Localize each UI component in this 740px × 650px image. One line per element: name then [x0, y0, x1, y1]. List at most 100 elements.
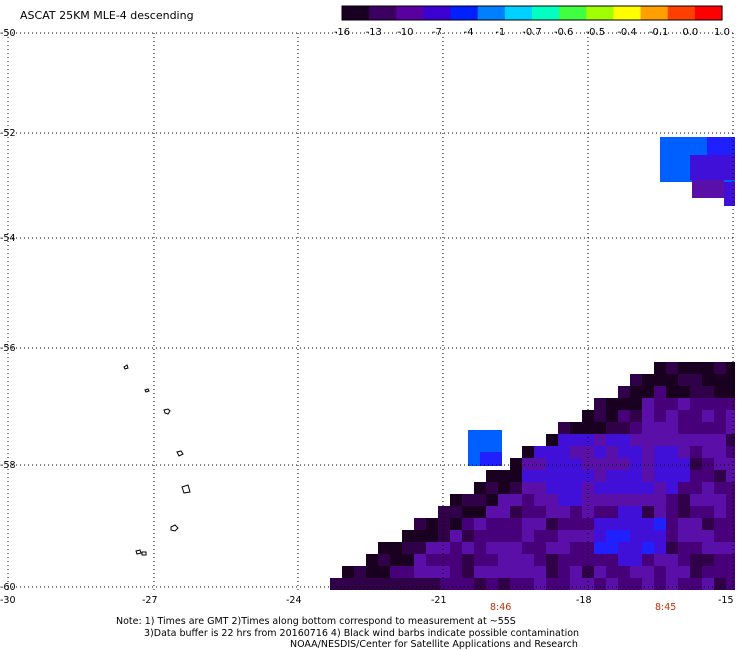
- colorbar-label: -13: [365, 27, 381, 38]
- data-cell: [690, 398, 702, 410]
- data-cell: [654, 398, 666, 410]
- data-cell: [558, 482, 570, 494]
- data-cell: [594, 422, 606, 434]
- data-cell: [666, 386, 678, 398]
- lon-label-30: -30: [0, 595, 16, 606]
- data-cell: [534, 566, 546, 578]
- data-cell: [498, 470, 510, 482]
- data-cell: [570, 494, 582, 506]
- data-cell: [702, 530, 714, 542]
- island-visokoi: [163, 408, 171, 415]
- colorbar-label: -0.5: [586, 27, 606, 38]
- data-cell: [570, 482, 582, 494]
- data-cell: [714, 410, 726, 422]
- data-cell: [666, 446, 678, 458]
- data-cell: [426, 518, 438, 530]
- data-cell: [522, 494, 534, 506]
- data-cell: [690, 434, 702, 446]
- data-cell: [714, 362, 726, 374]
- island-candlemas: [176, 450, 184, 457]
- data-cell: [726, 434, 735, 446]
- data-cell: [678, 362, 690, 374]
- data-cell: [534, 554, 546, 566]
- data-cell: [618, 566, 630, 578]
- data-cell: [546, 554, 558, 566]
- data-cell: [558, 518, 570, 530]
- data-cell: [702, 494, 714, 506]
- data-cell: [450, 530, 462, 542]
- data-cell: [654, 578, 666, 590]
- data-cell: [702, 482, 714, 494]
- data-cell: [690, 578, 702, 590]
- data-cell: [606, 566, 618, 578]
- data-cell: [546, 578, 558, 590]
- data-cell: [606, 434, 618, 446]
- data-cell: [707, 137, 735, 155]
- colorbar-swatch: [396, 6, 425, 20]
- data-cell: [642, 554, 654, 566]
- data-cell: [678, 554, 690, 566]
- data-cell: [558, 530, 570, 542]
- data-cell: [726, 482, 735, 494]
- lat-label-56: -56: [0, 343, 16, 354]
- data-cell: [462, 506, 474, 518]
- data-cell: [594, 458, 606, 470]
- data-cell: [330, 578, 440, 590]
- colorbar-swatch: [586, 6, 615, 20]
- island-zavodovski: [123, 364, 129, 370]
- data-cell: [714, 554, 726, 566]
- data-cell: [714, 494, 726, 506]
- data-cell: [486, 578, 498, 590]
- data-cell: [594, 482, 606, 494]
- data-cell: [522, 446, 534, 458]
- lat-label-50: -50: [0, 28, 16, 39]
- data-cell: [522, 542, 534, 554]
- data-cell: [678, 398, 690, 410]
- data-cell: [582, 506, 594, 518]
- data-cell: [558, 578, 570, 590]
- data-cell: [534, 470, 546, 482]
- data-cell: [570, 422, 582, 434]
- data-cell: [522, 518, 534, 530]
- data-cell: [594, 530, 606, 542]
- data-cell: [378, 554, 390, 566]
- data-cell: [630, 494, 642, 506]
- data-cell: [570, 566, 582, 578]
- data-cell: [570, 554, 582, 566]
- lon-label-21: -21: [431, 595, 447, 606]
- data-cell: [630, 506, 642, 518]
- data-cell: [558, 422, 570, 434]
- data-cell: [726, 446, 735, 458]
- data-cell: [582, 482, 594, 494]
- data-cell: [438, 554, 450, 566]
- data-cell: [726, 542, 735, 554]
- data-cell: [606, 506, 618, 518]
- colorbar-label: -0.6: [554, 27, 574, 38]
- data-cell: [642, 410, 654, 422]
- data-cell: [618, 554, 630, 566]
- data-cell: [474, 530, 486, 542]
- data-cell: [534, 518, 546, 530]
- data-cell: [606, 542, 618, 554]
- data-cell: [498, 530, 510, 542]
- data-cell: [510, 554, 522, 566]
- data-cell: [462, 566, 474, 578]
- data-cell: [510, 518, 522, 530]
- data-cell: [450, 494, 462, 506]
- data-cell: [654, 518, 666, 530]
- data-cell: [378, 542, 390, 554]
- data-cell: [450, 566, 462, 578]
- data-cell: [630, 554, 642, 566]
- data-cell: [714, 530, 726, 542]
- data-cell: [570, 434, 582, 446]
- data-cell: [354, 566, 366, 578]
- data-cell: [690, 494, 702, 506]
- data-cell: [654, 530, 666, 542]
- data-cell: [654, 458, 666, 470]
- data-cell: [606, 578, 618, 590]
- data-cell: [630, 482, 642, 494]
- data-cell: [714, 434, 726, 446]
- colorbar-swatch: [613, 6, 642, 20]
- data-cell: [702, 458, 714, 470]
